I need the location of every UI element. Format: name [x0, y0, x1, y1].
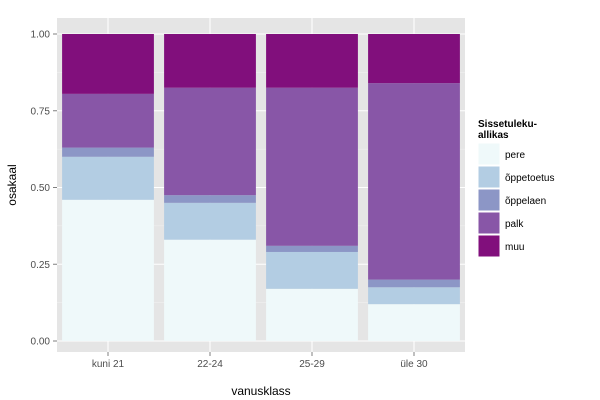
bar-segment-muu: [164, 34, 256, 88]
legend-items: pere õppetoetus õppelaen palk muu: [477, 142, 555, 258]
y-tick-label: 1.00: [31, 30, 51, 41]
y-tick-label: 0.00: [31, 337, 51, 348]
bar-segment-muu: [266, 34, 358, 88]
bar-segment-muu: [62, 34, 154, 94]
legend-key-palk: [477, 211, 501, 235]
x-axis: kuni 21 22-24 25-29 üle 30: [92, 352, 428, 370]
bar-segment-pere: [266, 288, 358, 341]
y-axis: 0.00 0.25 0.50 0.75 1.00: [31, 30, 57, 348]
bar-segment-õppetoetus: [266, 251, 358, 289]
x-tick-label: 22-24: [197, 359, 223, 370]
y-axis-title: osakaal: [5, 164, 19, 205]
bar-segment-pere: [62, 199, 154, 341]
legend-label-õppelaen: õppelaen: [505, 196, 546, 207]
y-tick-label: 0.25: [31, 260, 51, 271]
x-tick-label: kuni 21: [92, 359, 125, 370]
x-tick-label: üle 30: [400, 359, 428, 370]
bar-segment-pere: [164, 239, 256, 341]
bar-segment-õppetoetus: [62, 156, 154, 200]
bar-segment-õppetoetus: [368, 287, 460, 305]
bars-layer: [62, 34, 460, 341]
x-axis-title: vanusklass: [231, 384, 290, 398]
legend-label-muu: muu: [505, 242, 524, 253]
legend-key-pere: [477, 142, 501, 166]
y-tick-label: 0.50: [31, 183, 51, 194]
bar-segment-õppelaen: [164, 195, 256, 203]
legend-label-palk: palk: [505, 219, 524, 230]
bar-segment-õppetoetus: [164, 202, 256, 240]
legend-key-õppetoetus: [477, 165, 501, 189]
bar-segment-palk: [368, 83, 460, 280]
legend-label-pere: pere: [505, 150, 525, 161]
legend-title-line-1: Sissetuleku-: [478, 119, 537, 130]
bar-segment-õppelaen: [368, 279, 460, 288]
bar-segment-pere: [368, 304, 460, 341]
legend-title-line-2: allikas: [478, 130, 509, 141]
bar-segment-muu: [368, 34, 460, 84]
legend-key-muu: [477, 234, 501, 258]
bar-segment-palk: [62, 93, 154, 148]
bar-segment-õppelaen: [62, 147, 154, 157]
bar-segment-palk: [164, 87, 256, 196]
legend: Sissetuleku- allikas pere õppetoetus õppel…: [477, 119, 555, 258]
x-tick-label: 25-29: [299, 359, 325, 370]
bar-segment-õppelaen: [266, 245, 358, 252]
legend-label-õppetoetus: õppetoetus: [505, 173, 555, 184]
y-tick-label: 0.75: [31, 106, 51, 117]
legend-key-õppelaen: [477, 188, 501, 212]
bar-segment-palk: [266, 87, 358, 246]
